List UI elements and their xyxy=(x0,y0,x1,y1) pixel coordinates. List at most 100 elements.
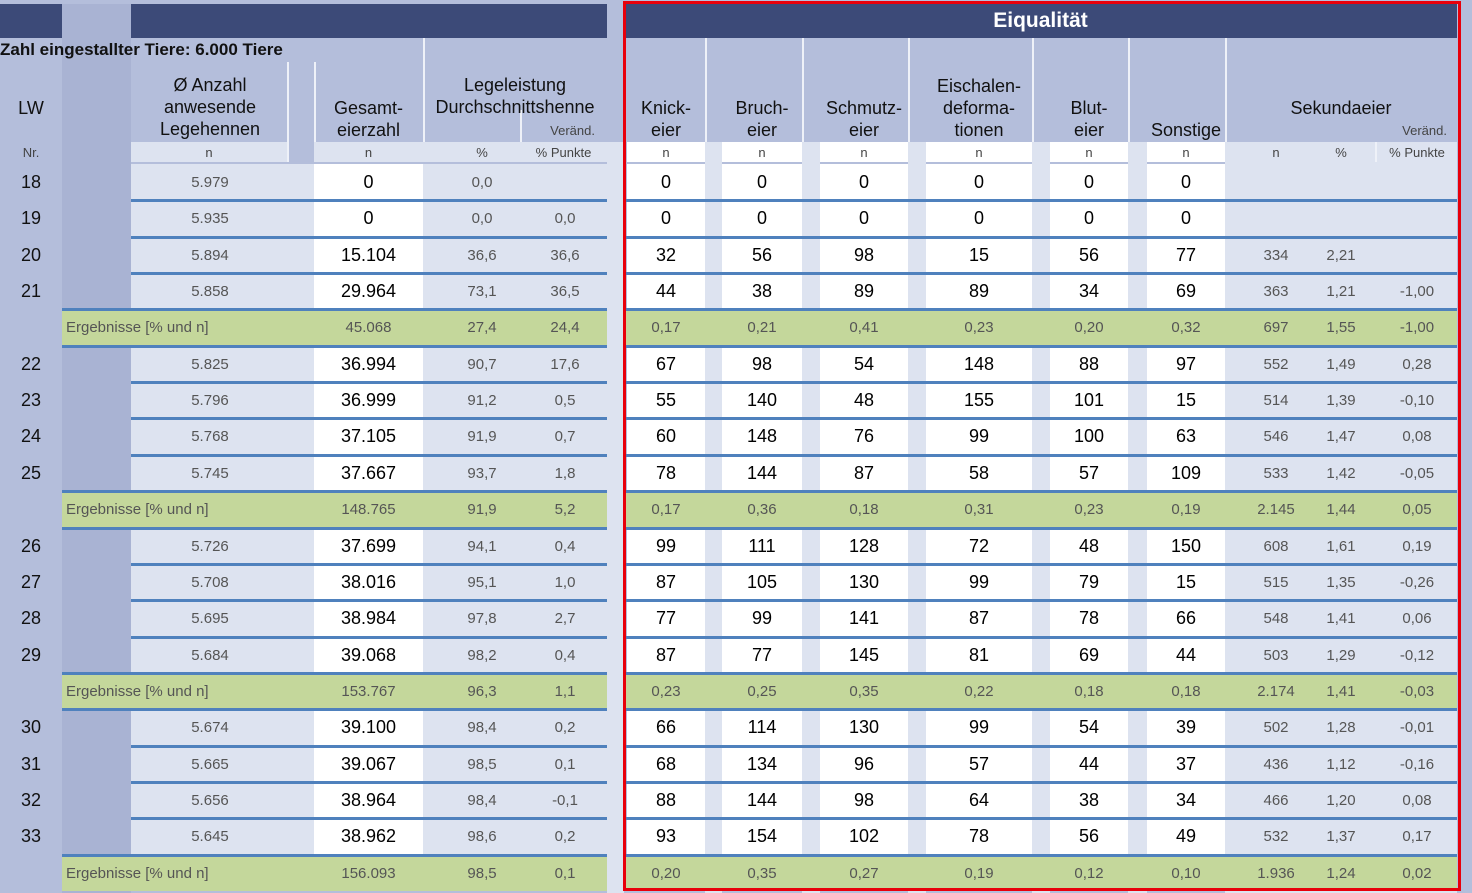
unit-cell xyxy=(722,142,802,162)
week-row xyxy=(423,418,607,455)
sek-n-value: 436 xyxy=(1263,755,1289,773)
week-row xyxy=(131,273,314,309)
bruch-value: 144 xyxy=(746,789,778,810)
summary-row xyxy=(624,309,1457,346)
legeleistung-punkte-value: 24,4 xyxy=(550,319,580,336)
gesamt-cell xyxy=(314,164,423,200)
knick-value: 66 xyxy=(655,717,677,737)
quality-cell xyxy=(1050,418,1128,455)
blut-value: 44 xyxy=(1078,753,1100,774)
gesamt-cell xyxy=(314,818,423,855)
quality-cell xyxy=(1147,600,1225,637)
legeleistung-punkte-value: 1,8 xyxy=(554,464,576,482)
unit-cell xyxy=(926,142,1032,162)
quality-cell xyxy=(722,164,802,200)
header-divider xyxy=(423,38,425,162)
header-nr: Nr. xyxy=(22,144,40,160)
week-number: 31 xyxy=(20,753,42,774)
sek-n-value: 533 xyxy=(1263,464,1289,482)
row-separator xyxy=(62,527,607,530)
header-bruch-line: Bruch- xyxy=(735,98,789,118)
gesamt-cell xyxy=(314,237,423,273)
sek-n-value: 552 xyxy=(1263,355,1289,373)
quality-cell xyxy=(820,418,908,455)
knick-value: 0,17 xyxy=(651,501,681,518)
gesamt-cell xyxy=(314,564,423,600)
header-legeleistung-line: Durchschnittshenne xyxy=(435,97,595,117)
gesamt-value: 39.100 xyxy=(340,717,397,737)
quality-cell xyxy=(1147,346,1225,382)
summary-row xyxy=(624,673,1457,709)
week-row xyxy=(131,346,314,382)
legeleistung-pct-value: 73,1 xyxy=(467,282,497,300)
week-row xyxy=(131,237,314,273)
schmutz-value: 130 xyxy=(848,571,880,592)
quality-cell xyxy=(627,600,705,637)
gesamt-cell xyxy=(314,346,423,382)
quality-cell xyxy=(1050,237,1128,273)
quality-cell xyxy=(1147,782,1225,818)
schmutz-value: 102 xyxy=(848,826,880,846)
legeleistung-pct-value: 98,5 xyxy=(467,755,497,773)
legeleistung-punkte-value: 0,5 xyxy=(554,391,576,409)
sek-punkte-value xyxy=(1377,164,1457,200)
eischalen-value: 15 xyxy=(968,244,990,265)
quality-cell xyxy=(926,818,1032,855)
sek-pct-value xyxy=(1310,200,1372,237)
quality-cell xyxy=(627,564,705,600)
sek-n-value: 2.145 xyxy=(1257,501,1295,518)
unit-gesamt: n xyxy=(364,144,373,160)
sonstige-value: 0,32 xyxy=(1171,319,1201,336)
legeleistung-pct-value: 93,7 xyxy=(467,464,497,482)
week-row xyxy=(423,637,607,673)
sek-pct-value: 2,21 xyxy=(1326,246,1356,264)
row-separator xyxy=(62,854,607,857)
week-number: 28 xyxy=(20,608,42,628)
sek-punkte-value: -0,26 xyxy=(1399,573,1435,591)
quality-cell xyxy=(926,709,1032,746)
gesamt-value: 39.068 xyxy=(340,644,397,665)
gesamt-value: 36.994 xyxy=(340,353,397,374)
eischalen-value: 155 xyxy=(963,389,995,410)
header-gesamt-line: Gesamt- xyxy=(333,98,403,118)
row-separator xyxy=(624,417,1457,420)
eiqualitaet-title: Eiqualität xyxy=(993,9,1088,32)
anzahl-value: 5.894 xyxy=(191,246,229,264)
blut-value: 34 xyxy=(1078,280,1100,301)
quality-cell xyxy=(1050,818,1128,855)
legeleistung-pct-value: 94,1 xyxy=(467,537,497,555)
sek-punkte-value: 0,08 xyxy=(1402,791,1432,809)
row-separator xyxy=(624,490,1457,493)
week-row xyxy=(131,600,314,637)
quality-cell xyxy=(926,346,1032,382)
unit-cell xyxy=(1147,142,1225,162)
sonstige-value: 150 xyxy=(1170,535,1202,556)
eischalen-value: 81 xyxy=(968,644,990,665)
header-bar-eiqualitaet xyxy=(624,4,1457,38)
quality-cell xyxy=(722,528,802,564)
blut-value: 88 xyxy=(1078,353,1100,374)
week-row xyxy=(423,237,607,273)
week-row xyxy=(131,564,314,600)
gesamt-cell xyxy=(314,455,423,491)
quality-cell xyxy=(926,418,1032,455)
gesamt-value: 37.699 xyxy=(340,535,397,556)
row-separator xyxy=(624,708,1457,711)
eischalen-value: 58 xyxy=(968,462,990,483)
legeleistung-pct-value: 36,6 xyxy=(467,246,497,264)
header-schmutz-line: eier xyxy=(848,120,879,140)
quality-cell xyxy=(722,418,802,455)
header-divider xyxy=(314,62,316,162)
quality-cell xyxy=(1050,564,1128,600)
gesamt-value: 148.765 xyxy=(341,501,396,518)
row-separator xyxy=(624,781,1457,784)
blut-value: 38 xyxy=(1078,789,1100,810)
quality-cell xyxy=(820,818,908,855)
row-separator xyxy=(131,817,607,820)
unit-sek-punkte: % Punkte xyxy=(1389,144,1445,160)
unit-cell xyxy=(627,142,705,162)
schmutz-value: 87 xyxy=(853,462,875,483)
knick-value: 0 xyxy=(660,171,671,192)
blut-value: 0,12 xyxy=(1074,864,1104,882)
legeleistung-punkte-value: 17,6 xyxy=(550,355,580,373)
